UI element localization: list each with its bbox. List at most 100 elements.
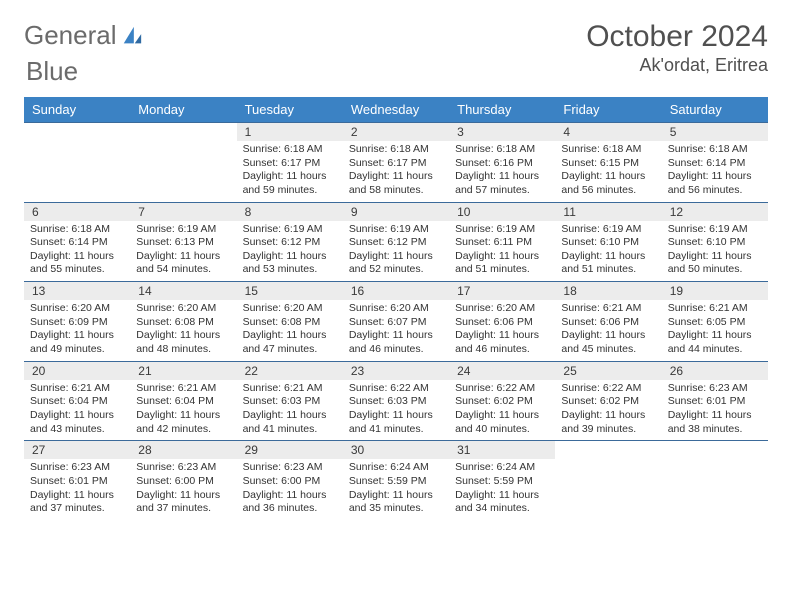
day-number-cell: 25 [555,361,661,380]
day-number-row: 13141516171819 [24,282,768,301]
day-number-cell: 19 [662,282,768,301]
day-detail-cell: Sunrise: 6:21 AMSunset: 6:03 PMDaylight:… [237,380,343,441]
day-number: 19 [662,282,768,300]
day-detail-cell: Sunrise: 6:23 AMSunset: 6:01 PMDaylight:… [662,380,768,441]
day-detail-cell: Sunrise: 6:21 AMSunset: 6:04 PMDaylight:… [24,380,130,441]
day-number-cell: 1 [237,123,343,142]
day-info: Sunrise: 6:20 AMSunset: 6:09 PMDaylight:… [24,300,130,361]
logo-text-1: General [24,20,117,51]
day-number-row: 12345 [24,123,768,142]
day-number-cell: 11 [555,202,661,221]
day-number-row: 2728293031 [24,441,768,460]
day-info: Sunrise: 6:18 AMSunset: 6:16 PMDaylight:… [449,141,555,202]
day-number-cell: 6 [24,202,130,221]
day-detail-cell: Sunrise: 6:21 AMSunset: 6:05 PMDaylight:… [662,300,768,361]
weekday-header-row: Sunday Monday Tuesday Wednesday Thursday… [24,97,768,123]
empty-cell [662,459,768,520]
day-number: 13 [24,282,130,300]
day-info: Sunrise: 6:22 AMSunset: 6:02 PMDaylight:… [449,380,555,441]
day-info: Sunrise: 6:18 AMSunset: 6:14 PMDaylight:… [24,221,130,282]
day-info: Sunrise: 6:20 AMSunset: 6:08 PMDaylight:… [237,300,343,361]
day-number: 12 [662,203,768,221]
day-number: 23 [343,362,449,380]
day-info: Sunrise: 6:22 AMSunset: 6:03 PMDaylight:… [343,380,449,441]
day-number: 30 [343,441,449,459]
day-detail-cell: Sunrise: 6:20 AMSunset: 6:06 PMDaylight:… [449,300,555,361]
day-info: Sunrise: 6:24 AMSunset: 5:59 PMDaylight:… [343,459,449,520]
calendar-table: Sunday Monday Tuesday Wednesday Thursday… [24,97,768,520]
day-detail-row: Sunrise: 6:23 AMSunset: 6:01 PMDaylight:… [24,459,768,520]
day-number: 14 [130,282,236,300]
day-number-cell: 23 [343,361,449,380]
day-number-cell: 13 [24,282,130,301]
day-info: Sunrise: 6:21 AMSunset: 6:03 PMDaylight:… [237,380,343,441]
day-number-cell: 28 [130,441,236,460]
day-number-cell: 16 [343,282,449,301]
day-info: Sunrise: 6:19 AMSunset: 6:13 PMDaylight:… [130,221,236,282]
empty-cell [130,141,236,202]
empty-cell [130,123,236,142]
day-number-cell: 21 [130,361,236,380]
day-info: Sunrise: 6:19 AMSunset: 6:12 PMDaylight:… [237,221,343,282]
day-detail-cell: Sunrise: 6:24 AMSunset: 5:59 PMDaylight:… [343,459,449,520]
day-info: Sunrise: 6:18 AMSunset: 6:17 PMDaylight:… [237,141,343,202]
day-number-cell: 4 [555,123,661,142]
day-info: Sunrise: 6:20 AMSunset: 6:07 PMDaylight:… [343,300,449,361]
day-detail-cell: Sunrise: 6:23 AMSunset: 6:01 PMDaylight:… [24,459,130,520]
day-number-cell: 8 [237,202,343,221]
day-number-cell: 22 [237,361,343,380]
day-number-row: 6789101112 [24,202,768,221]
empty-cell [662,441,768,460]
day-number-cell: 9 [343,202,449,221]
day-number: 21 [130,362,236,380]
day-detail-cell: Sunrise: 6:18 AMSunset: 6:14 PMDaylight:… [662,141,768,202]
day-detail-cell: Sunrise: 6:20 AMSunset: 6:08 PMDaylight:… [130,300,236,361]
weekday-header: Friday [555,97,661,123]
day-detail-cell: Sunrise: 6:19 AMSunset: 6:10 PMDaylight:… [662,221,768,282]
day-number-cell: 12 [662,202,768,221]
day-info: Sunrise: 6:22 AMSunset: 6:02 PMDaylight:… [555,380,661,441]
day-detail-cell: Sunrise: 6:24 AMSunset: 5:59 PMDaylight:… [449,459,555,520]
weekday-header: Thursday [449,97,555,123]
day-number-cell: 26 [662,361,768,380]
day-detail-cell: Sunrise: 6:19 AMSunset: 6:12 PMDaylight:… [343,221,449,282]
day-detail-cell: Sunrise: 6:20 AMSunset: 6:09 PMDaylight:… [24,300,130,361]
weekday-header: Tuesday [237,97,343,123]
empty-cell [24,141,130,202]
day-number-cell: 18 [555,282,661,301]
logo-sail-icon [121,25,143,47]
day-detail-cell: Sunrise: 6:18 AMSunset: 6:17 PMDaylight:… [343,141,449,202]
day-number: 10 [449,203,555,221]
day-number-cell: 30 [343,441,449,460]
day-info: Sunrise: 6:24 AMSunset: 5:59 PMDaylight:… [449,459,555,520]
day-number: 17 [449,282,555,300]
day-detail-cell: Sunrise: 6:18 AMSunset: 6:15 PMDaylight:… [555,141,661,202]
weekday-header: Wednesday [343,97,449,123]
day-detail-cell: Sunrise: 6:21 AMSunset: 6:06 PMDaylight:… [555,300,661,361]
day-detail-cell: Sunrise: 6:19 AMSunset: 6:10 PMDaylight:… [555,221,661,282]
day-number-cell: 17 [449,282,555,301]
day-info: Sunrise: 6:19 AMSunset: 6:11 PMDaylight:… [449,221,555,282]
day-number: 18 [555,282,661,300]
day-detail-row: Sunrise: 6:18 AMSunset: 6:14 PMDaylight:… [24,221,768,282]
day-number: 27 [24,441,130,459]
day-number: 15 [237,282,343,300]
day-detail-cell: Sunrise: 6:22 AMSunset: 6:03 PMDaylight:… [343,380,449,441]
day-number: 20 [24,362,130,380]
day-detail-cell: Sunrise: 6:19 AMSunset: 6:11 PMDaylight:… [449,221,555,282]
day-number: 5 [662,123,768,141]
day-number: 6 [24,203,130,221]
logo: General [24,20,145,51]
day-number: 8 [237,203,343,221]
day-info: Sunrise: 6:20 AMSunset: 6:06 PMDaylight:… [449,300,555,361]
day-info: Sunrise: 6:19 AMSunset: 6:12 PMDaylight:… [343,221,449,282]
day-number-cell: 27 [24,441,130,460]
day-number-cell: 10 [449,202,555,221]
empty-cell [24,123,130,142]
day-number-cell: 20 [24,361,130,380]
day-number: 31 [449,441,555,459]
day-info: Sunrise: 6:23 AMSunset: 6:00 PMDaylight:… [237,459,343,520]
day-detail-cell: Sunrise: 6:18 AMSunset: 6:14 PMDaylight:… [24,221,130,282]
day-number: 16 [343,282,449,300]
weekday-header: Monday [130,97,236,123]
